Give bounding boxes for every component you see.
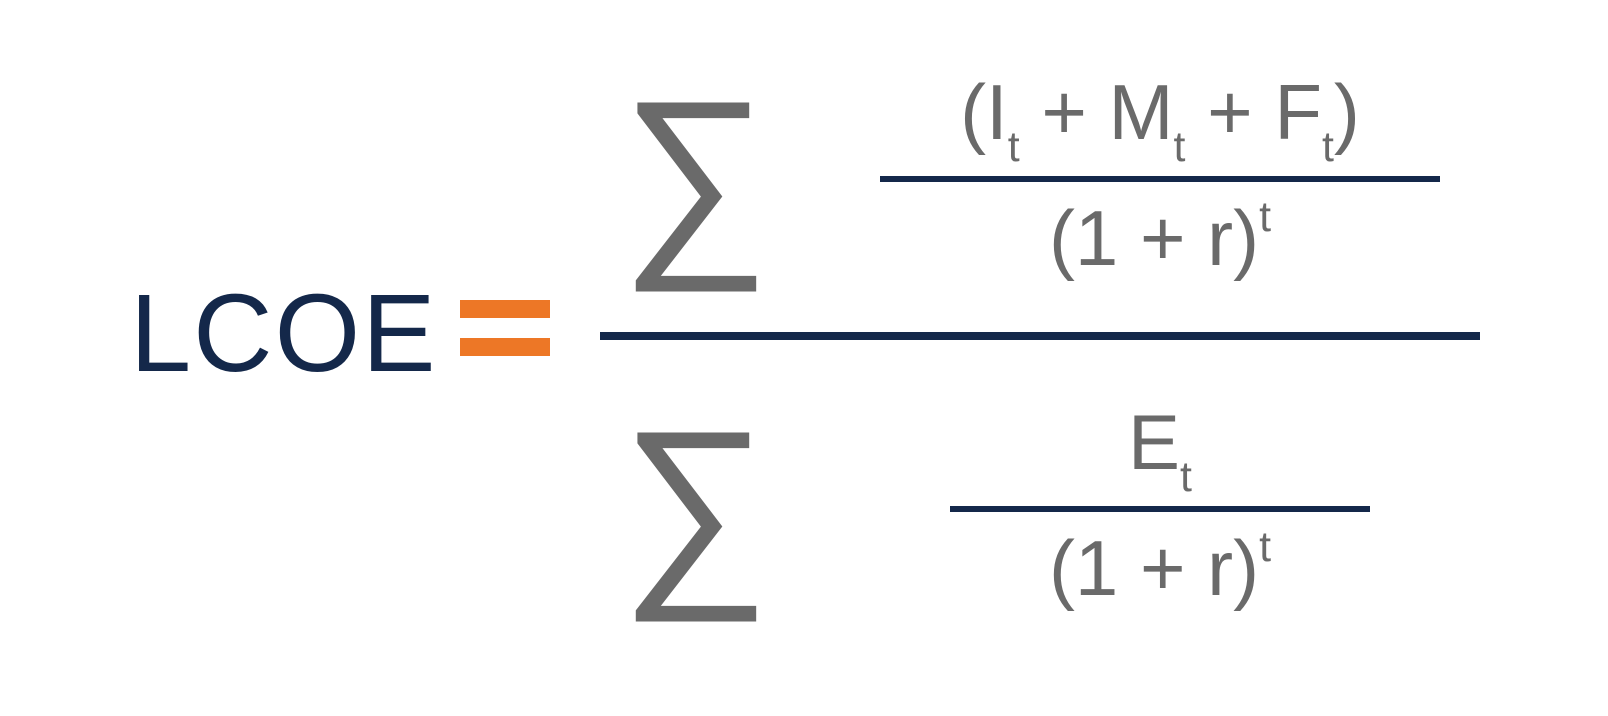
denominator-top: Et: [850, 400, 1470, 496]
lhs-label: LCOE: [130, 270, 438, 397]
numerator-top: (It + Mt + Ft): [850, 70, 1470, 166]
denominator-inner-line: [950, 506, 1370, 512]
numerator-fraction: (It + Mt + Ft) (1 + r)t: [850, 70, 1470, 282]
formula-diagram: LCOE ∑ (It + Mt + Ft) (1 + r)t ∑ Et (1 +…: [0, 0, 1608, 716]
denominator-bottom: (1 + r)t: [850, 526, 1470, 612]
equals-sign: [460, 300, 550, 376]
numerator-bottom: (1 + r)t: [850, 196, 1470, 282]
sigma-numerator: ∑: [620, 70, 770, 280]
denominator-fraction: Et (1 + r)t: [850, 400, 1470, 612]
numerator-inner-line: [880, 176, 1440, 182]
main-fraction-line: [600, 332, 1480, 340]
equals-bar-top: [460, 300, 550, 318]
sigma-denominator: ∑: [620, 400, 770, 610]
equals-bar-bottom: [460, 338, 550, 356]
